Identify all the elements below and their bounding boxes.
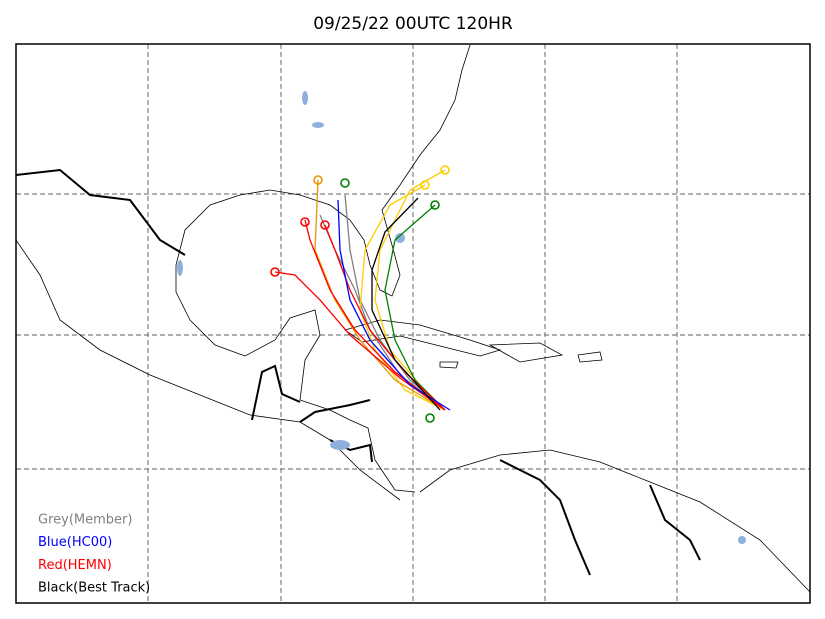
legend-entry: Blue(HC00) [38,535,112,550]
legend-entry: Grey(Member) [38,513,132,528]
legend-entry: Black(Best Track) [38,581,150,596]
map-frame [15,43,811,604]
legend-entry: Red(HEMN) [38,558,112,573]
lakes [177,91,746,544]
grid [16,44,810,603]
map-area [15,43,811,604]
ensemble-tracks [270,165,451,423]
map-title: 09/25/22 00UTC 120HR [313,14,513,34]
legend: Grey(Member) Blue(HC00) Red(HEMN) Black(Bes… [38,513,150,596]
